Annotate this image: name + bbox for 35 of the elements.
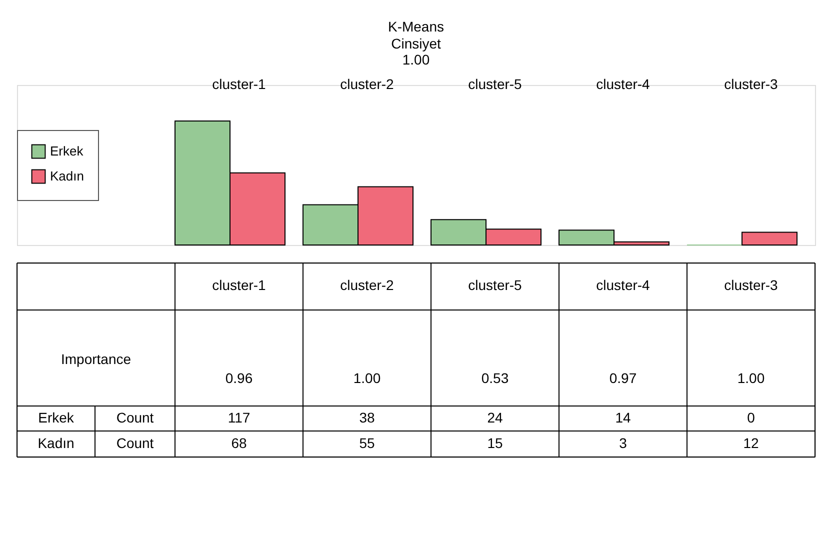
text: 0.97 xyxy=(609,370,637,386)
category-label: cluster-3 xyxy=(724,277,778,293)
x-tick-label: cluster-1 xyxy=(212,76,266,92)
category-label: cluster-1 xyxy=(212,277,266,293)
data-label: 3 xyxy=(619,435,628,451)
text: 1.00 xyxy=(402,52,430,68)
x-tick-label: cluster-4 xyxy=(596,76,650,92)
chart-subtitle: Cinsiyet xyxy=(391,36,442,52)
x-tick-label: cluster-3 xyxy=(724,76,778,92)
text: Erkek xyxy=(38,410,74,426)
legend-label: Kadın xyxy=(50,168,84,184)
text: 0.53 xyxy=(481,370,509,386)
data-label: 38 xyxy=(359,410,375,426)
category-label: cluster-2 xyxy=(340,277,394,293)
legend-label: Erkek xyxy=(50,144,84,158)
data-label: 55 xyxy=(359,435,375,451)
data-label: 12 xyxy=(743,435,759,451)
text: Count xyxy=(116,435,154,451)
data-label: 24 xyxy=(487,410,503,426)
data-label: 15 xyxy=(487,435,503,451)
category-label: cluster-5 xyxy=(468,277,522,293)
text: 0.96 xyxy=(225,370,253,386)
text: Count xyxy=(116,410,154,426)
data-label: 0 xyxy=(747,410,756,426)
data-label: 14 xyxy=(615,410,631,426)
category-label: cluster-4 xyxy=(596,277,650,293)
data-label: 68 xyxy=(231,435,247,451)
text: 1.00 xyxy=(737,370,765,386)
chart-title: K-Means xyxy=(388,18,444,34)
data-label: 117 xyxy=(228,410,250,426)
x-tick-label: cluster-2 xyxy=(340,76,394,92)
text: Importance xyxy=(60,351,132,367)
text: Kadın xyxy=(38,435,74,451)
text: 1.00 xyxy=(353,370,381,386)
x-tick-label: cluster-5 xyxy=(468,76,522,92)
